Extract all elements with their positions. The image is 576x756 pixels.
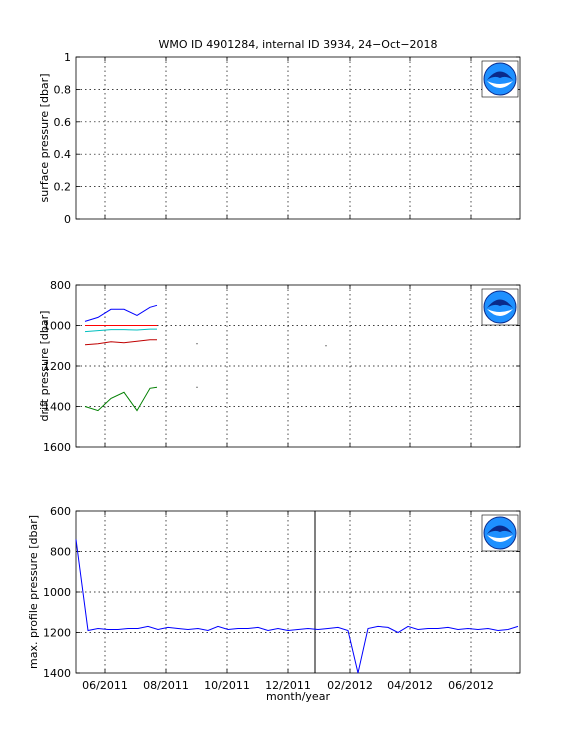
x-axis-label: month/year xyxy=(266,690,330,703)
axes-box xyxy=(75,56,521,220)
y-tick-label: 0.6 xyxy=(54,116,72,129)
y-tick-label: 800 xyxy=(50,279,71,292)
figure-title: WMO ID 4901284, internal ID 3934, 24−Oct… xyxy=(158,38,437,51)
data-point xyxy=(196,386,198,388)
y-tick-label: 1000 xyxy=(43,586,71,599)
panel-2: 800 1000 1200 1400 1600 drift pressure [dbar] xyxy=(38,279,521,454)
panel-1: 0 0.2 0.4 0.6 0.8 1 surface pressure [dbar] xyxy=(38,51,521,226)
series-line-5 xyxy=(84,386,158,412)
panel-3: 06/2011 08/2011 10/2011 12/2011 02/2012 04/20… xyxy=(27,505,521,692)
y-axis-label: drift pressure [dbar] xyxy=(38,311,51,422)
x-tick-label: 06/2012 xyxy=(448,679,494,692)
x-tick-label: 04/2012 xyxy=(387,679,433,692)
series-line-2 xyxy=(84,328,157,333)
x-tick-label: 10/2011 xyxy=(204,679,250,692)
x-tick-label: 08/2011 xyxy=(143,679,189,692)
logo-wave xyxy=(487,81,513,88)
y-tick-label: 0.8 xyxy=(54,83,72,96)
x-tick-label: 12/2011 xyxy=(265,679,311,692)
y-tick-label: 800 xyxy=(50,546,71,559)
y-tick-label: 0.2 xyxy=(54,181,72,194)
y-tick-label: 0 xyxy=(64,213,71,226)
y-tick-label: 1000 xyxy=(43,320,71,333)
noaa-logo xyxy=(481,514,519,552)
logo-wave xyxy=(487,309,513,316)
y-tick-label: 600 xyxy=(50,505,71,518)
y-axis-label: max. profile pressure [dbar] xyxy=(27,515,40,669)
y-tick-label: 1 xyxy=(64,51,71,64)
noaa-logo xyxy=(481,60,519,98)
x-tick-label: 06/2011 xyxy=(82,679,128,692)
y-tick-label: 1400 xyxy=(43,401,71,414)
y-tick-label: 1200 xyxy=(43,627,71,640)
y-axis-label: surface pressure [dbar] xyxy=(38,74,51,203)
logo-disc xyxy=(483,62,517,96)
series-line-1 xyxy=(75,539,519,674)
series-line-4 xyxy=(84,339,157,346)
logo-bird xyxy=(487,71,513,80)
logo-bird xyxy=(487,299,513,308)
logo-disc xyxy=(483,516,517,550)
x-tick-label: 02/2012 xyxy=(327,679,373,692)
series-line-1 xyxy=(84,304,158,322)
y-tick-label: 0.4 xyxy=(54,148,72,161)
y-tick-label: 1600 xyxy=(43,441,71,454)
y-tick-label: 1400 xyxy=(43,667,71,680)
data-point xyxy=(196,343,198,345)
y-tick-label: 1200 xyxy=(43,360,71,373)
logo-wave xyxy=(487,535,513,542)
noaa-logo xyxy=(481,288,519,326)
logo-bird xyxy=(487,525,513,534)
data-point xyxy=(325,345,327,347)
logo-disc xyxy=(483,290,517,324)
